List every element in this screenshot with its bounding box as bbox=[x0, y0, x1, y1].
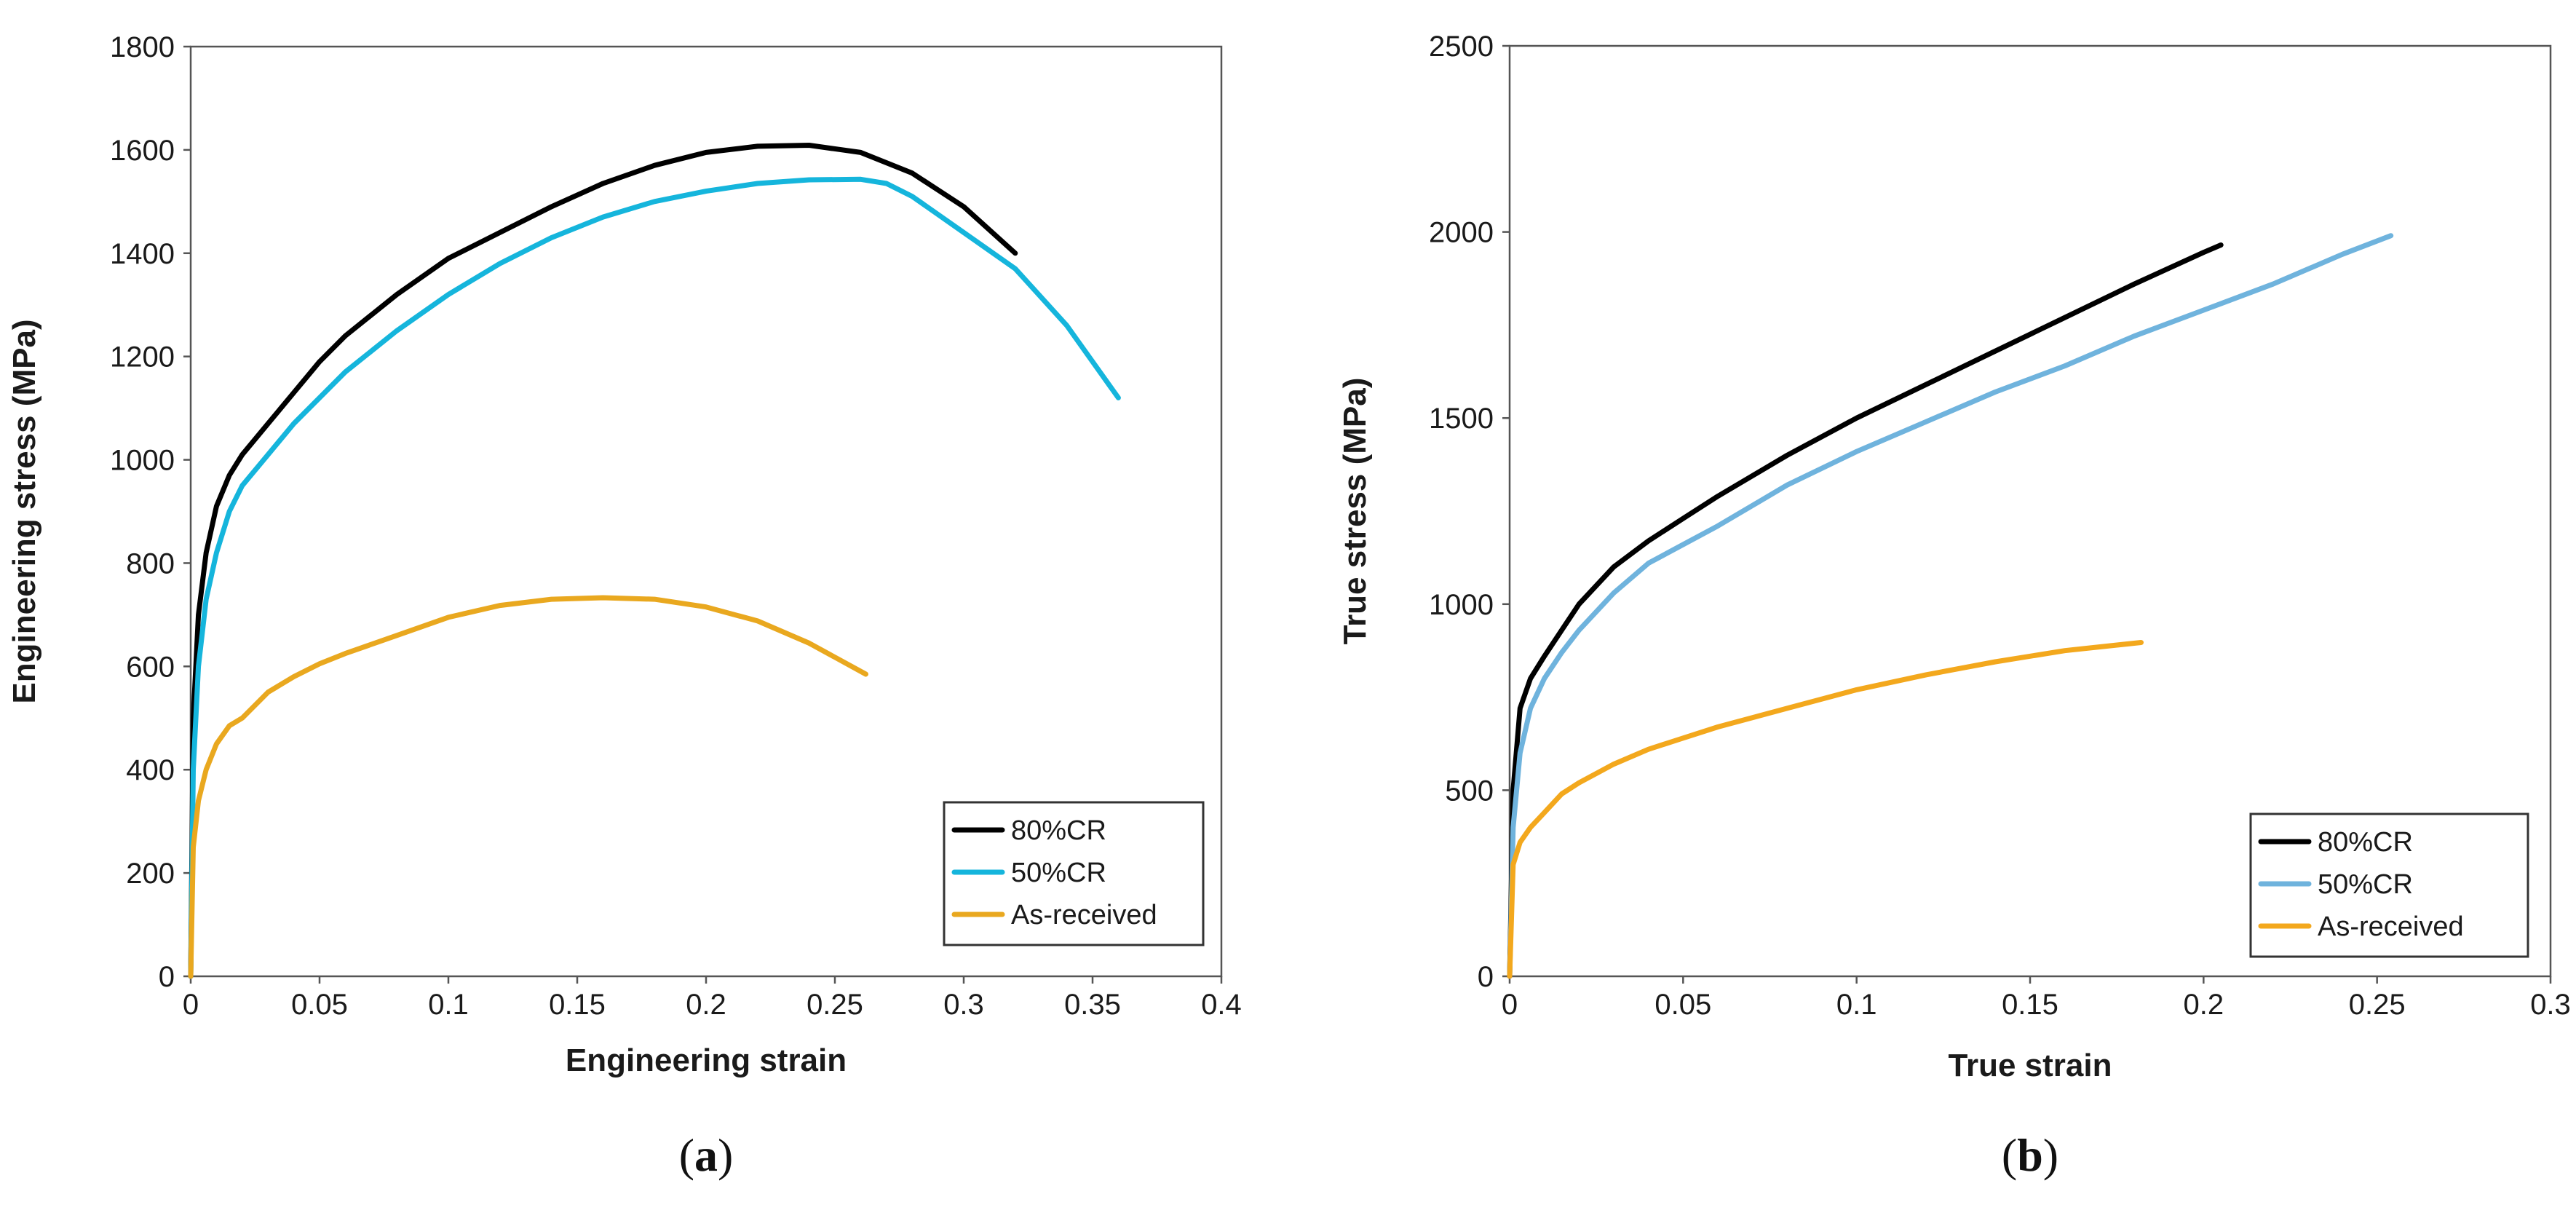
chart-b-series-line-as-received bbox=[1507, 640, 2144, 979]
chart-b-x-tick-label: 0.25 bbox=[2349, 989, 2406, 1021]
chart-b-y-axis-title: True stress (MPa) bbox=[1337, 378, 1373, 645]
chart-b-y-tick-label: 1500 bbox=[1429, 403, 1494, 435]
chart-b-y-tick-label: 0 bbox=[1478, 961, 1494, 993]
chart-a-series-line-50-cr bbox=[188, 176, 1121, 979]
chart-a-legend-label: As-received bbox=[1011, 900, 1157, 930]
chart-a-y-tick-label: 800 bbox=[126, 547, 175, 580]
chart-b-series-line-80-cr bbox=[1507, 242, 2224, 979]
chart-b-x-tick-label: 0.2 bbox=[2184, 989, 2224, 1021]
chart-a-x-tick-label: 0.4 bbox=[1201, 989, 1242, 1021]
chart-a-y-tick-label: 400 bbox=[126, 754, 175, 786]
chart-b-legend-label: As-received bbox=[2318, 912, 2464, 942]
chart-a-y-tick-label: 1800 bbox=[110, 31, 175, 63]
chart-a-panel-label: (a) bbox=[679, 1129, 734, 1181]
chart-a-y-tick-label: 1400 bbox=[110, 238, 175, 270]
chart-a-x-tick-label: 0.05 bbox=[291, 989, 348, 1021]
chart-a-x-tick-label: 0 bbox=[183, 989, 199, 1021]
chart-b-x-axis-title: True strain bbox=[1949, 1048, 2112, 1083]
chart-b-x-tick-label: 0.3 bbox=[2530, 989, 2571, 1021]
chart-a: 0 0.05 0.1 0.15 0.2 0.25 0.3 0.35 0.4 0 200 400 600 8… bbox=[7, 31, 1242, 1181]
chart-a-y-axis-title: Engineering stress (MPa) bbox=[7, 319, 42, 703]
chart-a-series-line-80-cr bbox=[188, 143, 1018, 979]
chart-b-x-tick-label: 0 bbox=[1502, 989, 1518, 1021]
chart-b-y-tick-label: 1000 bbox=[1429, 589, 1494, 621]
chart-a-y-tick-label: 1600 bbox=[110, 135, 175, 167]
chart-a-legend-label: 50%CR bbox=[1011, 858, 1106, 888]
chart-b-y-tick-label: 2500 bbox=[1429, 31, 1494, 63]
chart-a-legend: 80%CR 50%CR As-received bbox=[943, 801, 1205, 946]
chart-a-y-tick-label: 600 bbox=[126, 651, 175, 683]
chart-a-x-tick-label: 0.15 bbox=[549, 989, 606, 1021]
chart-a-legend-label: 80%CR bbox=[1011, 815, 1106, 846]
chart-a-x-tick-label: 0.35 bbox=[1064, 989, 1121, 1021]
chart-a-x-tick-label: 0.3 bbox=[943, 989, 984, 1021]
chart-a-x-tick-label: 0.1 bbox=[428, 989, 469, 1021]
chart-a-x-tick-label: 0.25 bbox=[807, 989, 863, 1021]
chart-a-y-tick-label: 200 bbox=[126, 858, 175, 890]
chart-b-x-tick-label: 0.15 bbox=[2002, 989, 2058, 1021]
chart-b-series-line-50-cr bbox=[1507, 233, 2394, 979]
chart-b-legend-label: 80%CR bbox=[2318, 827, 2413, 858]
chart-b-x-tick-label: 0.05 bbox=[1654, 989, 1711, 1021]
chart-a-y-tick-label: 0 bbox=[159, 961, 175, 993]
chart-b-x-tick-label: 0.1 bbox=[1836, 989, 1877, 1021]
chart-a-x-axis-title: Engineering strain bbox=[566, 1043, 847, 1078]
chart-b-panel-label: (b) bbox=[2002, 1129, 2058, 1181]
chart-b-y-tick-label: 500 bbox=[1445, 775, 1494, 807]
chart-b-y-tick-label: 2000 bbox=[1429, 217, 1494, 249]
chart-a-y-tick-label: 1000 bbox=[110, 445, 175, 477]
chart-b: 0 0.05 0.1 0.15 0.2 0.25 0.3 0 500 1000 1500 2000 25… bbox=[1337, 31, 2571, 1181]
chart-b-legend: 80%CR 50%CR As-received bbox=[2249, 812, 2529, 958]
chart-a-x-tick-label: 0.2 bbox=[686, 989, 726, 1021]
chart-a-y-tick-label: 1200 bbox=[110, 341, 175, 373]
chart-a-series-line-as-received bbox=[188, 595, 868, 979]
chart-b-legend-label: 50%CR bbox=[2318, 869, 2413, 900]
